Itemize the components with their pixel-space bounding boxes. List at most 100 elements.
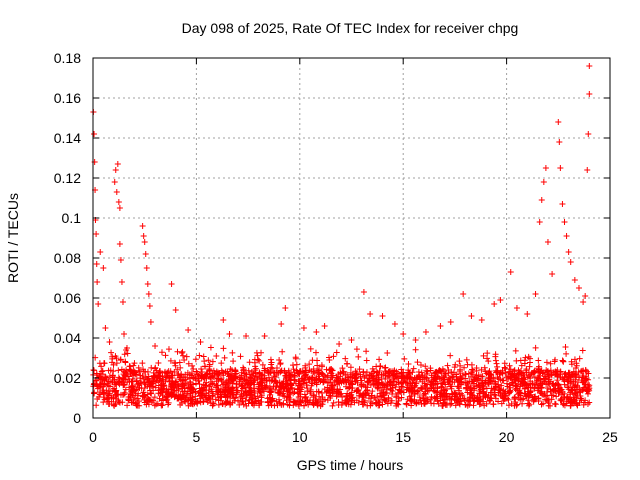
background-point: [416, 376, 423, 383]
background-point: [560, 358, 567, 365]
background-point: [506, 362, 513, 369]
background-point: [535, 375, 542, 382]
background-point: [318, 369, 325, 376]
background-point: [484, 350, 491, 357]
data-point: [282, 305, 289, 311]
background-point: [327, 370, 334, 377]
data-point: [102, 325, 109, 331]
background-point: [302, 367, 309, 374]
background-point: [445, 376, 452, 383]
background-point: [221, 391, 228, 398]
background-point: [344, 371, 351, 378]
background-point: [263, 382, 270, 389]
background-point: [569, 387, 576, 394]
data-point: [584, 167, 591, 173]
background-point: [212, 396, 219, 403]
background-point: [379, 401, 386, 408]
background-point: [279, 348, 286, 355]
background-point: [205, 357, 212, 364]
background-point: [441, 379, 448, 386]
background-point: [294, 397, 301, 404]
background-point: [527, 389, 534, 396]
data-point: [226, 331, 233, 337]
background-point: [439, 402, 446, 409]
background-point: [125, 396, 132, 403]
background-point: [535, 395, 542, 402]
background-point: [271, 402, 278, 409]
background-point: [424, 396, 431, 403]
background-point: [146, 396, 153, 403]
background-point: [145, 396, 152, 403]
background-point: [456, 385, 463, 392]
background-point: [135, 398, 142, 405]
background-point: [333, 377, 340, 384]
background-point: [473, 383, 480, 390]
background-point: [342, 355, 349, 362]
data-point: [100, 265, 107, 271]
background-point: [218, 367, 225, 374]
background-point: [438, 383, 445, 390]
background-point: [353, 375, 360, 382]
background-point: [424, 368, 431, 375]
background-point: [315, 375, 322, 382]
background-point: [392, 384, 399, 391]
data-point: [575, 285, 582, 291]
background-point: [264, 367, 271, 374]
background-point: [148, 364, 155, 371]
background-point: [209, 380, 216, 387]
background-point: [229, 349, 236, 356]
background-point: [133, 378, 140, 385]
background-point: [402, 379, 409, 386]
background-point: [463, 356, 470, 363]
background-point: [421, 400, 428, 407]
background-point: [381, 364, 388, 371]
background-point: [169, 372, 176, 379]
background-point: [419, 395, 426, 402]
background-point: [525, 402, 532, 409]
background-point: [292, 380, 299, 387]
background-point: [393, 373, 400, 380]
data-point: [112, 167, 119, 173]
background-point: [457, 390, 464, 397]
background-point: [267, 389, 274, 396]
background-point: [245, 400, 252, 407]
background-point: [388, 397, 395, 404]
background-point: [532, 382, 539, 389]
background-point: [287, 373, 294, 380]
background-point: [158, 401, 165, 408]
background-point: [277, 361, 284, 368]
background-point: [144, 383, 151, 390]
background-point: [175, 386, 182, 393]
background-point: [461, 397, 468, 404]
background-point: [433, 393, 440, 400]
background-point: [184, 388, 191, 395]
background-point: [153, 401, 160, 408]
background-point: [553, 368, 560, 375]
data-point: [524, 311, 531, 317]
background-point: [201, 358, 208, 365]
background-point: [180, 392, 187, 399]
data-point: [507, 269, 514, 275]
background-point: [314, 402, 321, 409]
background-point: [129, 392, 136, 399]
background-point: [335, 398, 342, 405]
background-point: [444, 362, 451, 369]
background-point: [377, 363, 384, 370]
background-point: [572, 376, 579, 383]
background-point: [178, 371, 185, 378]
background-point: [222, 384, 229, 391]
background-point: [207, 381, 214, 388]
background-point: [370, 368, 377, 375]
background-point: [490, 401, 497, 408]
background-point: [464, 380, 471, 387]
background-point: [272, 378, 279, 385]
background-point: [418, 385, 425, 392]
background-point: [426, 387, 433, 394]
background-point: [546, 372, 553, 379]
background-point: [239, 383, 246, 390]
background-point: [572, 391, 579, 398]
background-point: [384, 350, 391, 357]
background-point: [127, 363, 134, 370]
background-point: [352, 378, 359, 385]
background-point: [549, 381, 556, 388]
